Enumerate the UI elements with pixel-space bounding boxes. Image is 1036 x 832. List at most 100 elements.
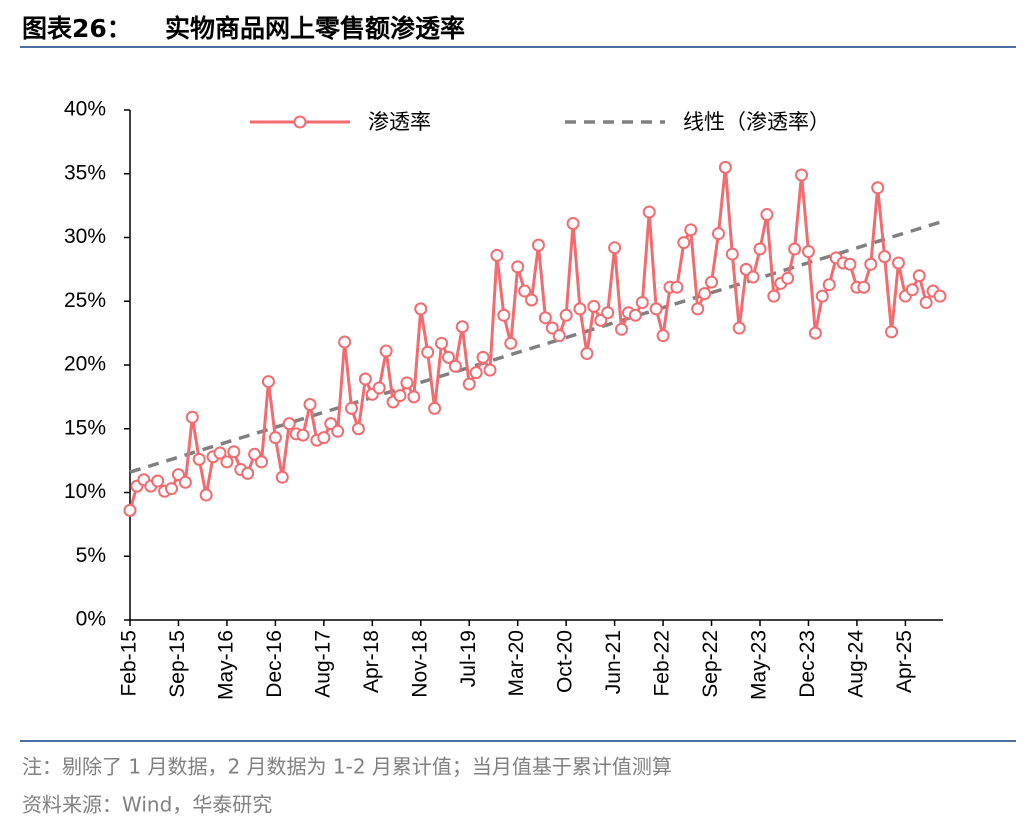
data-point: [815, 289, 829, 303]
data-point: [843, 257, 857, 271]
data-point: [885, 325, 899, 339]
data-point: [462, 377, 476, 391]
y-tick-label: 15%: [64, 416, 106, 439]
source: 资料来源：Wind，华泰研究: [22, 793, 272, 817]
data-point: [351, 422, 365, 436]
data-point: [642, 205, 656, 219]
data-point: [476, 350, 490, 364]
x-tick-label: Oct-20: [554, 630, 577, 693]
data-point: [933, 289, 947, 303]
data-point: [227, 445, 241, 459]
data-point: [871, 181, 885, 195]
data-point: [698, 287, 712, 301]
data-point: [497, 308, 511, 322]
x-tick-label: Nov-18: [408, 630, 431, 698]
data-point: [372, 381, 386, 395]
data-point: [220, 455, 234, 469]
data-point: [608, 241, 622, 255]
data-point: [795, 168, 809, 182]
y-tick-label: 10%: [64, 480, 106, 503]
note: 注：剔除了 1 月数据，2 月数据为 1-2 月累计值；当月值基于累计值测算: [22, 755, 672, 779]
x-tick-label: Dec-23: [796, 630, 819, 698]
data-point: [393, 389, 407, 403]
data-point: [490, 248, 504, 262]
data-point: [531, 238, 545, 252]
data-point: [601, 306, 615, 320]
data-point: [192, 452, 206, 466]
y-tick-label: 5%: [76, 544, 106, 567]
data-point: [331, 424, 345, 438]
y-tick-label: 20%: [64, 353, 106, 376]
data-point: [255, 455, 269, 469]
data-point: [705, 275, 719, 289]
data-point: [808, 326, 822, 340]
data-point: [483, 363, 497, 377]
x-tick-label: Jul-19: [457, 630, 480, 687]
data-point: [296, 428, 310, 442]
data-point: [857, 280, 871, 294]
data-point: [781, 271, 795, 285]
data-point: [469, 366, 483, 380]
data-point: [573, 302, 587, 316]
data-point: [317, 431, 331, 445]
data-point: [185, 410, 199, 424]
data-point: [165, 482, 179, 496]
data-point: [455, 320, 469, 334]
data-point: [864, 257, 878, 271]
data-point: [151, 474, 165, 488]
data-point: [261, 375, 275, 389]
data-point: [801, 245, 815, 259]
data-point: [379, 344, 393, 358]
data-point: [711, 227, 725, 241]
data-point: [525, 293, 539, 307]
figure-label: 图表26：: [22, 14, 132, 43]
data-point: [732, 321, 746, 335]
x-tick-label: Apr-18: [360, 630, 383, 693]
data-point: [677, 236, 691, 250]
x-tick-label: Apr-25: [893, 630, 916, 693]
legend-label: 线性（渗透率）: [683, 110, 830, 134]
data-point: [635, 296, 649, 310]
data-point: [268, 431, 282, 445]
x-tick-label: May-23: [748, 630, 771, 700]
data-point: [566, 216, 580, 230]
x-tick-label: Feb-22: [651, 630, 674, 697]
data-point: [213, 446, 227, 460]
data-point: [241, 466, 255, 480]
data-point: [649, 302, 663, 316]
data-point: [338, 335, 352, 349]
data-point: [552, 329, 566, 343]
data-point: [407, 390, 421, 404]
data-point: [282, 417, 296, 431]
data-point: [511, 260, 525, 274]
data-point: [275, 470, 289, 484]
data-point: [303, 398, 317, 412]
y-tick-label: 35%: [64, 161, 106, 184]
x-tick-label: Jun-21: [602, 630, 625, 694]
data-point: [919, 296, 933, 310]
data-point: [414, 302, 428, 316]
data-point: [199, 488, 213, 502]
data-point: [615, 322, 629, 336]
data-point: [753, 242, 767, 256]
data-point: [822, 278, 836, 292]
data-point: [400, 376, 414, 390]
data-point: [428, 401, 442, 415]
data-point: [441, 350, 455, 364]
data-point: [448, 359, 462, 373]
data-point: [656, 329, 670, 343]
data-point: [746, 270, 760, 284]
x-tick-label: May-16: [214, 630, 237, 700]
x-tick-label: Sep-22: [699, 630, 722, 698]
data-point: [435, 336, 449, 350]
y-tick-label: 25%: [64, 289, 106, 312]
y-tick-label: 40%: [64, 98, 106, 121]
data-point: [905, 283, 919, 297]
x-tick-label: Aug-17: [311, 630, 334, 698]
x-tick-label: Dec-16: [263, 630, 286, 698]
data-point: [718, 160, 732, 174]
legend-marker: [293, 115, 307, 129]
data-point: [691, 302, 705, 316]
x-tick-label: Aug-24: [844, 630, 867, 698]
